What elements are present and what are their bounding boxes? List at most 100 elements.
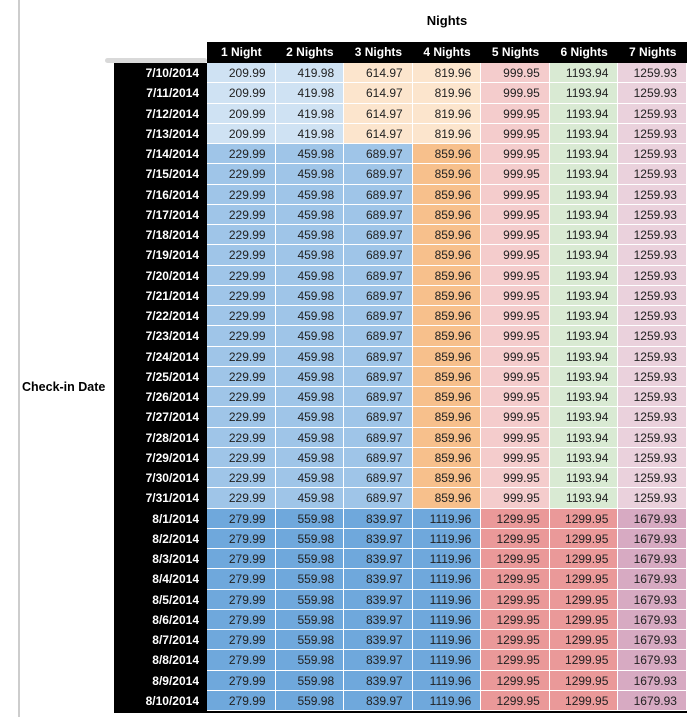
price-cell[interactable]: 229.99 (207, 447, 276, 468)
price-cell[interactable]: 689.97 (344, 427, 413, 448)
price-cell[interactable]: 1259.93 (618, 245, 687, 266)
date-cell[interactable]: 7/18/2014 (114, 225, 207, 246)
price-cell[interactable]: 1299.95 (549, 609, 619, 630)
price-cell[interactable]: 209.99 (207, 63, 276, 84)
price-cell[interactable]: 559.98 (275, 650, 345, 671)
price-cell[interactable]: 1679.93 (618, 569, 687, 590)
date-cell[interactable]: 7/14/2014 (114, 144, 207, 165)
date-cell[interactable]: 7/24/2014 (114, 346, 207, 367)
price-cell[interactable]: 279.99 (207, 549, 276, 570)
date-cell[interactable]: 7/28/2014 (114, 427, 207, 448)
price-cell[interactable]: 859.96 (412, 488, 482, 509)
price-cell[interactable]: 1259.93 (618, 326, 687, 347)
price-cell[interactable]: 999.95 (481, 407, 550, 428)
price-cell[interactable]: 859.96 (412, 447, 482, 468)
price-cell[interactable]: 279.99 (207, 630, 276, 651)
column-header-5-nights[interactable]: 5 Nights (481, 42, 550, 63)
date-cell[interactable]: 7/13/2014 (114, 123, 207, 144)
price-cell[interactable]: 999.95 (481, 83, 550, 104)
price-cell[interactable]: 229.99 (207, 488, 276, 509)
price-cell[interactable]: 1259.93 (618, 387, 687, 408)
price-cell[interactable]: 459.98 (275, 387, 345, 408)
price-cell[interactable]: 859.96 (412, 184, 482, 205)
price-cell[interactable]: 459.98 (275, 225, 345, 246)
price-cell[interactable]: 229.99 (207, 245, 276, 266)
price-cell[interactable]: 279.99 (207, 589, 276, 610)
price-cell[interactable]: 1299.95 (481, 650, 550, 671)
date-cell[interactable]: 8/2/2014 (114, 528, 207, 549)
date-cell[interactable]: 7/16/2014 (114, 184, 207, 205)
price-cell[interactable]: 1299.95 (549, 589, 619, 610)
price-cell[interactable]: 559.98 (275, 589, 345, 610)
price-cell[interactable]: 459.98 (275, 164, 345, 185)
price-cell[interactable]: 1193.94 (549, 326, 619, 347)
price-cell[interactable]: 1259.93 (618, 488, 687, 509)
price-cell[interactable]: 229.99 (207, 366, 276, 387)
price-cell[interactable]: 459.98 (275, 447, 345, 468)
price-cell[interactable]: 839.97 (344, 508, 413, 529)
date-cell[interactable]: 7/15/2014 (114, 164, 207, 185)
price-cell[interactable]: 1299.95 (549, 670, 619, 691)
price-cell[interactable]: 999.95 (481, 427, 550, 448)
price-cell[interactable]: 1299.95 (481, 690, 550, 711)
price-cell[interactable]: 1119.96 (412, 528, 482, 549)
price-cell[interactable]: 229.99 (207, 468, 276, 489)
price-cell[interactable]: 1299.95 (481, 528, 550, 549)
price-cell[interactable]: 1259.93 (618, 468, 687, 489)
price-cell[interactable]: 614.97 (344, 63, 413, 84)
price-cell[interactable]: 559.98 (275, 670, 345, 691)
price-cell[interactable]: 689.97 (344, 245, 413, 266)
price-cell[interactable]: 279.99 (207, 609, 276, 630)
price-cell[interactable]: 859.96 (412, 245, 482, 266)
price-cell[interactable]: 999.95 (481, 285, 550, 306)
price-cell[interactable]: 999.95 (481, 63, 550, 84)
price-cell[interactable]: 279.99 (207, 670, 276, 691)
price-cell[interactable]: 559.98 (275, 690, 345, 711)
price-cell[interactable]: 689.97 (344, 285, 413, 306)
price-cell[interactable]: 859.96 (412, 387, 482, 408)
date-cell[interactable]: 7/10/2014 (114, 63, 207, 84)
price-cell[interactable]: 559.98 (275, 569, 345, 590)
price-cell[interactable]: 1299.95 (549, 690, 619, 711)
price-cell[interactable]: 1119.96 (412, 630, 482, 651)
price-cell[interactable]: 839.97 (344, 569, 413, 590)
date-cell[interactable]: 7/11/2014 (114, 83, 207, 104)
price-cell[interactable]: 839.97 (344, 609, 413, 630)
price-cell[interactable]: 1259.93 (618, 225, 687, 246)
date-cell[interactable]: 7/29/2014 (114, 447, 207, 468)
price-cell[interactable]: 279.99 (207, 508, 276, 529)
price-cell[interactable]: 1193.94 (549, 387, 619, 408)
date-cell[interactable]: 8/3/2014 (114, 549, 207, 570)
price-cell[interactable]: 839.97 (344, 589, 413, 610)
price-cell[interactable]: 1259.93 (618, 204, 687, 225)
price-cell[interactable]: 1299.95 (549, 569, 619, 590)
price-cell[interactable]: 1679.93 (618, 508, 687, 529)
price-cell[interactable]: 1259.93 (618, 184, 687, 205)
price-cell[interactable]: 559.98 (275, 630, 345, 651)
price-cell[interactable]: 1193.94 (549, 488, 619, 509)
column-header-6-nights[interactable]: 6 Nights (549, 42, 619, 63)
price-cell[interactable]: 559.98 (275, 508, 345, 529)
date-cell[interactable]: 8/7/2014 (114, 630, 207, 651)
price-cell[interactable]: 1679.93 (618, 670, 687, 691)
price-cell[interactable]: 1193.94 (549, 164, 619, 185)
price-cell[interactable]: 839.97 (344, 690, 413, 711)
price-cell[interactable]: 419.98 (275, 63, 345, 84)
price-cell[interactable]: 1119.96 (412, 569, 482, 590)
price-cell[interactable]: 459.98 (275, 366, 345, 387)
price-cell[interactable]: 999.95 (481, 447, 550, 468)
price-cell[interactable]: 1679.93 (618, 630, 687, 651)
column-header-2-nights[interactable]: 2 Nights (275, 42, 345, 63)
price-cell[interactable]: 229.99 (207, 225, 276, 246)
price-cell[interactable]: 999.95 (481, 225, 550, 246)
price-cell[interactable]: 859.96 (412, 144, 482, 165)
price-cell[interactable]: 1193.94 (549, 123, 619, 144)
price-cell[interactable]: 1259.93 (618, 83, 687, 104)
price-cell[interactable]: 229.99 (207, 306, 276, 327)
price-cell[interactable]: 819.96 (412, 83, 482, 104)
price-cell[interactable]: 999.95 (481, 164, 550, 185)
price-cell[interactable]: 1259.93 (618, 265, 687, 286)
price-cell[interactable]: 839.97 (344, 670, 413, 691)
price-cell[interactable]: 839.97 (344, 549, 413, 570)
price-cell[interactable]: 1679.93 (618, 528, 687, 549)
